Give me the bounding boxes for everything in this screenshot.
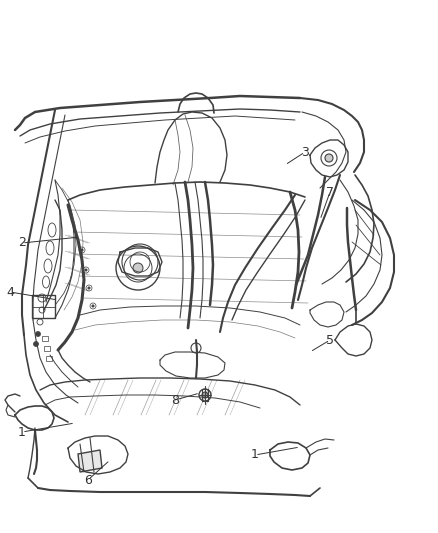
Circle shape: [133, 263, 143, 273]
Bar: [46, 356, 52, 361]
Text: 8: 8: [171, 393, 179, 407]
Text: 5: 5: [326, 334, 334, 346]
Polygon shape: [78, 450, 102, 472]
Circle shape: [35, 332, 40, 336]
Bar: [42, 336, 48, 341]
Text: 6: 6: [84, 473, 92, 487]
Circle shape: [33, 342, 39, 346]
Text: 7: 7: [326, 185, 334, 198]
Ellipse shape: [44, 259, 52, 273]
Bar: [44, 346, 50, 351]
Circle shape: [85, 269, 87, 271]
Circle shape: [88, 287, 90, 289]
Text: 3: 3: [301, 146, 309, 158]
Circle shape: [202, 392, 208, 398]
Circle shape: [325, 154, 333, 162]
Text: 2: 2: [18, 237, 26, 249]
Circle shape: [92, 305, 94, 307]
Ellipse shape: [42, 276, 49, 288]
Ellipse shape: [46, 241, 54, 255]
Circle shape: [81, 249, 83, 251]
Ellipse shape: [48, 223, 56, 237]
Text: 1: 1: [251, 448, 259, 462]
Text: 4: 4: [6, 286, 14, 298]
Text: 1: 1: [18, 425, 26, 439]
